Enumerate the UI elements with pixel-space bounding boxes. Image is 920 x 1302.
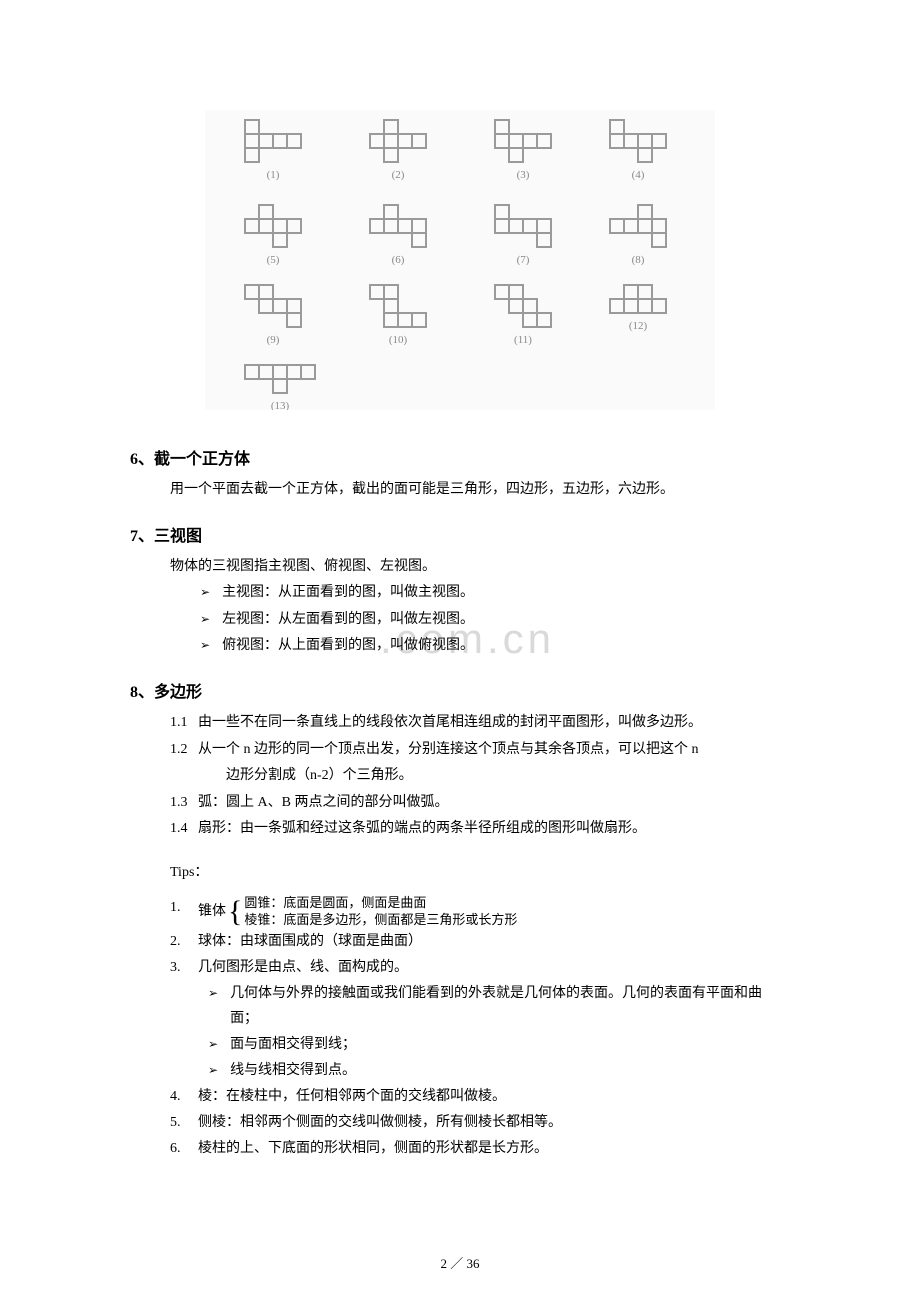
chevron-icon: ➢ — [208, 982, 218, 1004]
tip-text: 棱：在棱柱中，任何相邻两个面的交线都叫做棱。 — [198, 1084, 790, 1110]
item-text: 由一些不在同一条直线上的线段依次首尾相连组成的封闭平面图形，叫做多边形。 — [198, 710, 790, 737]
tips-list: 1. 锥体 { 圆锥：底面是圆面，侧面是曲面 棱锥：底面是多边形，侧面都是三角形… — [170, 895, 790, 1162]
svg-text:(13): (13) — [271, 400, 290, 410]
tip3-sub: ➢ 线与线相交得到点。 — [208, 1058, 790, 1084]
tip-num: 5. — [170, 1110, 198, 1136]
tip-item-5: 5. 侧棱：相邻两个侧面的交线叫做侧棱，所有侧棱长都相等。 — [170, 1110, 790, 1136]
tip-item-3: 3. 几何图形是由点、线、面构成的。 ➢ 几何体与外界的接触面或我们能看到的外表就… — [170, 955, 790, 1084]
item-text: 弧：圆上 A、B 两点之间的部分叫做弧。 — [198, 790, 790, 817]
tip-item-1: 1. 锥体 { 圆锥：底面是圆面，侧面是曲面 棱锥：底面是多边形，侧面都是三角形… — [170, 895, 790, 929]
chevron-icon: ➢ — [200, 634, 210, 657]
sec8-title: 8、多边形 — [130, 678, 790, 702]
brace-line: 棱锥：底面是多边形，侧面都是三角形或长方形 — [244, 912, 517, 929]
svg-text:(3): (3) — [517, 169, 530, 181]
svg-text:(4): (4) — [632, 169, 645, 181]
tip-num: 1. — [170, 895, 198, 929]
sec7-item-text: 俯视图：从上面看到的图，叫做俯视图。 — [222, 633, 474, 660]
chevron-icon: ➢ — [208, 1059, 218, 1081]
nets-figure: (1) (2) (3) (4) (5) (6) (7) (8) (9) (10) (11) (12) (… — [130, 110, 790, 415]
sec7-item-text: 左视图：从左面看到的图，叫做左视图。 — [222, 607, 474, 634]
sec6-title: 6、截一个正方体 — [130, 445, 790, 469]
sec8-item: 1.2从一个 n 边形的同一个顶点出发，分别连接这个顶点与其余各顶点，可以把这个… — [170, 737, 790, 790]
line1: 从一个 n 边形的同一个顶点出发，分别连接这个顶点与其余各顶点，可以把这个 n — [198, 742, 699, 757]
tip-num: 6. — [170, 1136, 198, 1162]
sec7-item: ➢ 俯视图：从上面看到的图，叫做俯视图。 — [200, 633, 790, 660]
svg-text:(6): (6) — [392, 254, 405, 266]
tip-num: 3. — [170, 955, 198, 981]
svg-text:(8): (8) — [632, 254, 645, 266]
item-num: 1.1 — [170, 710, 198, 737]
tip-text: 几何图形是由点、线、面构成的。 — [198, 955, 790, 981]
tip-num: 2. — [170, 929, 198, 955]
tip3-sub: ➢ 几何体与外界的接触面或我们能看到的外表就是几何体的表面。几何的表面有平面和曲面… — [208, 981, 790, 1033]
sec7-item-text: 主视图：从正面看到的图，叫做主视图。 — [222, 580, 474, 607]
brace-group: 锥体 { 圆锥：底面是圆面，侧面是曲面 棱锥：底面是多边形，侧面都是三角形或长方… — [198, 895, 517, 929]
tip-item-2: 2. 球体：由球面围成的（球面是曲面） — [170, 929, 790, 955]
svg-text:(5): (5) — [267, 254, 280, 266]
tip-item-6: 6. 棱柱的上、下底面的形状相同，侧面的形状都是长方形。 — [170, 1136, 790, 1162]
page-number: 2 ／ 36 — [0, 1253, 920, 1272]
svg-text:(10): (10) — [389, 334, 408, 346]
item-num: 1.4 — [170, 816, 198, 843]
item-text: 扇形：由一条弧和经过这条弧的端点的两条半径所组成的图形叫做扇形。 — [198, 816, 790, 843]
svg-text:(9): (9) — [267, 334, 280, 346]
tip3-sub: ➢ 面与面相交得到线； — [208, 1032, 790, 1058]
sec8-item: 1.3弧：圆上 A、B 两点之间的部分叫做弧。 — [170, 790, 790, 817]
sec7-item: ➢ 主视图：从正面看到的图，叫做主视图。 — [200, 580, 790, 607]
svg-text:(7): (7) — [517, 254, 530, 266]
nets-svg: (1) (2) (3) (4) (5) (6) (7) (8) (9) (10) (11) (12) (… — [205, 110, 715, 410]
sec8-item: 1.4扇形：由一条弧和经过这条弧的端点的两条半径所组成的图形叫做扇形。 — [170, 816, 790, 843]
sub-text: 几何体与外界的接触面或我们能看到的外表就是几何体的表面。几何的表面有平面和曲面； — [230, 981, 790, 1033]
tips-title: Tips： — [170, 861, 790, 881]
item-num: 1.3 — [170, 790, 198, 817]
page-content: (1) (2) (3) (4) (5) (6) (7) (8) (9) (10) (11) (12) (… — [130, 110, 790, 1162]
sec8-list: 1.1由一些不在同一条直线上的线段依次首尾相连组成的封闭平面图形，叫做多边形。 … — [170, 710, 790, 843]
tip-num: 4. — [170, 1084, 198, 1110]
chevron-icon: ➢ — [200, 581, 210, 604]
line2: 边形分割成（n-2）个三角形。 — [226, 763, 790, 790]
brace-icon: { — [228, 897, 242, 927]
chevron-icon: ➢ — [208, 1033, 218, 1055]
tip-item-4: 4. 棱：在棱柱中，任何相邻两个面的交线都叫做棱。 — [170, 1084, 790, 1110]
chevron-icon: ➢ — [200, 608, 210, 631]
tip-text: 侧棱：相邻两个侧面的交线叫做侧棱，所有侧棱长都相等。 — [198, 1110, 790, 1136]
sec7-bullets: ➢主视图：从正面看到的图，叫做主视图。 ➢左视图：从左面看到的图，叫做左视图。 … — [200, 580, 790, 660]
sec6-body: 用一个平面去截一个正方体，截出的面可能是三角形，四边形，五边形，六边形。 — [170, 477, 790, 504]
svg-text:(1): (1) — [267, 169, 280, 181]
tip-text: 棱柱的上、下底面的形状相同，侧面的形状都是长方形。 — [198, 1136, 790, 1162]
svg-text:(11): (11) — [514, 334, 532, 346]
sub-text: 面与面相交得到线； — [230, 1032, 356, 1058]
nets-svg-container: (1) (2) (3) (4) (5) (6) (7) (8) (9) (10) (11) (12) (… — [205, 110, 715, 410]
brace-line: 圆锥：底面是圆面，侧面是曲面 — [244, 895, 517, 912]
sec7-title: 7、三视图 — [130, 522, 790, 546]
svg-text:(2): (2) — [392, 169, 405, 181]
brace-lead: 锥体 — [198, 899, 226, 925]
svg-text:(12): (12) — [629, 320, 648, 332]
tip-text: 锥体 { 圆锥：底面是圆面，侧面是曲面 棱锥：底面是多边形，侧面都是三角形或长方… — [198, 895, 790, 929]
sec7-intro: 物体的三视图指主视图、俯视图、左视图。 — [170, 554, 790, 581]
brace-lines: 圆锥：底面是圆面，侧面是曲面 棱锥：底面是多边形，侧面都是三角形或长方形 — [244, 895, 517, 929]
sub-text: 线与线相交得到点。 — [230, 1058, 356, 1084]
tip3-sublist: ➢ 几何体与外界的接触面或我们能看到的外表就是几何体的表面。几何的表面有平面和曲面… — [208, 981, 790, 1085]
tip-text: 球体：由球面围成的（球面是曲面） — [198, 929, 790, 955]
item-text: 从一个 n 边形的同一个顶点出发，分别连接这个顶点与其余各顶点，可以把这个 n 边… — [198, 737, 790, 790]
item-num: 1.2 — [170, 737, 198, 790]
sec7-item: ➢ 左视图：从左面看到的图，叫做左视图。 — [200, 607, 790, 634]
sec8-item: 1.1由一些不在同一条直线上的线段依次首尾相连组成的封闭平面图形，叫做多边形。 — [170, 710, 790, 737]
